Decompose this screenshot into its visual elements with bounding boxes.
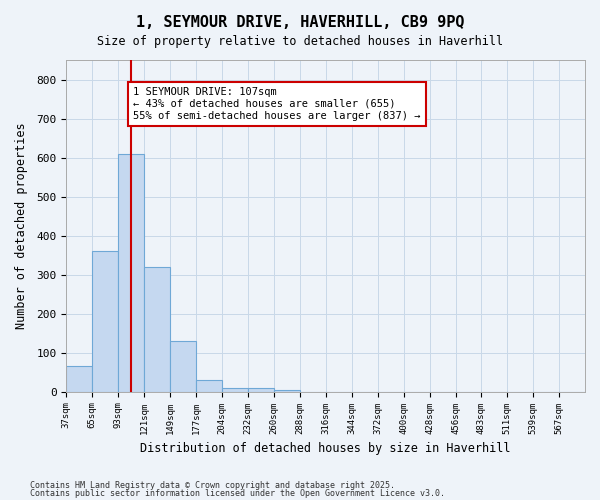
Bar	[274, 390, 299, 392]
Text: Contains public sector information licensed under the Open Government Licence v3: Contains public sector information licen…	[30, 488, 445, 498]
Bar	[92, 251, 118, 392]
Bar	[170, 341, 196, 392]
Bar	[196, 380, 221, 392]
Text: 1 SEYMOUR DRIVE: 107sqm
← 43% of detached houses are smaller (655)
55% of semi-d: 1 SEYMOUR DRIVE: 107sqm ← 43% of detache…	[133, 88, 421, 120]
Bar	[145, 267, 170, 392]
Text: 1, SEYMOUR DRIVE, HAVERHILL, CB9 9PQ: 1, SEYMOUR DRIVE, HAVERHILL, CB9 9PQ	[136, 15, 464, 30]
Bar	[67, 366, 92, 392]
Text: Size of property relative to detached houses in Haverhill: Size of property relative to detached ho…	[97, 35, 503, 48]
Text: Contains HM Land Registry data © Crown copyright and database right 2025.: Contains HM Land Registry data © Crown c…	[30, 481, 395, 490]
Bar	[221, 388, 248, 392]
Bar	[118, 154, 145, 392]
Bar	[248, 388, 274, 392]
X-axis label: Distribution of detached houses by size in Haverhill: Distribution of detached houses by size …	[140, 442, 511, 455]
Y-axis label: Number of detached properties: Number of detached properties	[15, 122, 28, 329]
